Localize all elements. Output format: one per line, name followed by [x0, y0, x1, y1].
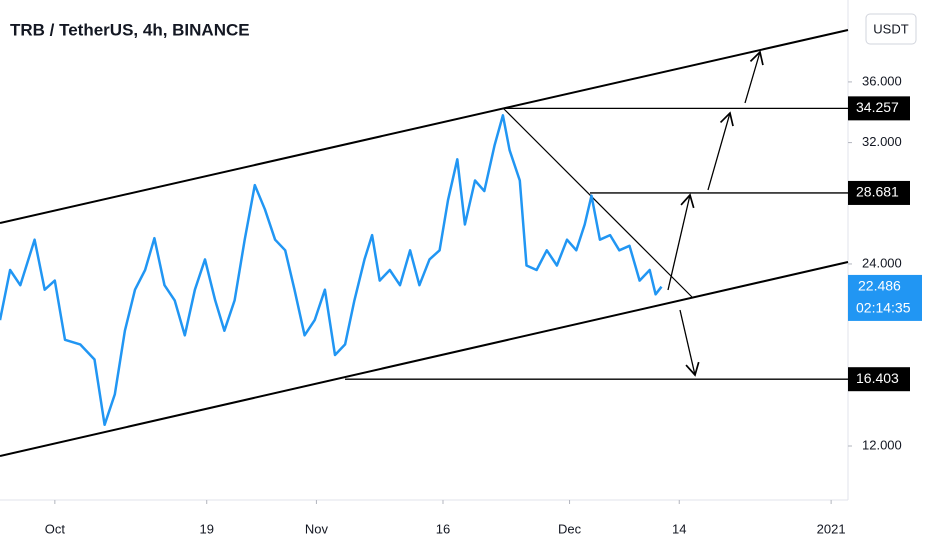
x-tick-label: 19 — [199, 521, 213, 536]
x-tick-label: Oct — [45, 521, 66, 536]
arrow — [744, 50, 764, 104]
y-tick-label: 12.000 — [862, 437, 902, 452]
currency: USDT — [873, 21, 908, 36]
x-tick-label: 14 — [672, 521, 686, 536]
level-price-box — [848, 180, 910, 205]
arrow — [679, 309, 700, 377]
y-tick-label: 24.000 — [862, 255, 902, 270]
x-tick-label: Nov — [305, 521, 329, 536]
level-price-label: 16.403 — [856, 370, 899, 386]
x-tick-label: Dec — [558, 521, 582, 536]
arrow — [707, 111, 734, 191]
last-price-box — [848, 274, 922, 321]
countdown: 02:14:35 — [856, 300, 911, 316]
upper-trendline — [0, 29, 849, 224]
level-price-label: 28.681 — [856, 184, 899, 200]
channel — [0, 29, 849, 457]
arrows — [667, 50, 764, 377]
currency-box — [865, 13, 917, 45]
level-price-box — [848, 367, 910, 392]
arrow — [667, 193, 695, 291]
y-tick-label: 32.000 — [862, 134, 902, 149]
last-price-label: 22.486 — [858, 278, 901, 294]
lower-trendline — [0, 261, 849, 457]
y-tick-label: 36.000 — [862, 73, 902, 88]
level-price-box — [848, 96, 910, 121]
x-tick-label: 16 — [436, 521, 450, 536]
x-tick-label: 2021 — [817, 521, 846, 536]
diagonal-line — [502, 107, 693, 298]
price-line — [0, 114, 663, 427]
chart-title: TRB / TetherUS, 4h, BINANCE — [10, 20, 250, 39]
level-price-label: 34.257 — [856, 99, 899, 115]
